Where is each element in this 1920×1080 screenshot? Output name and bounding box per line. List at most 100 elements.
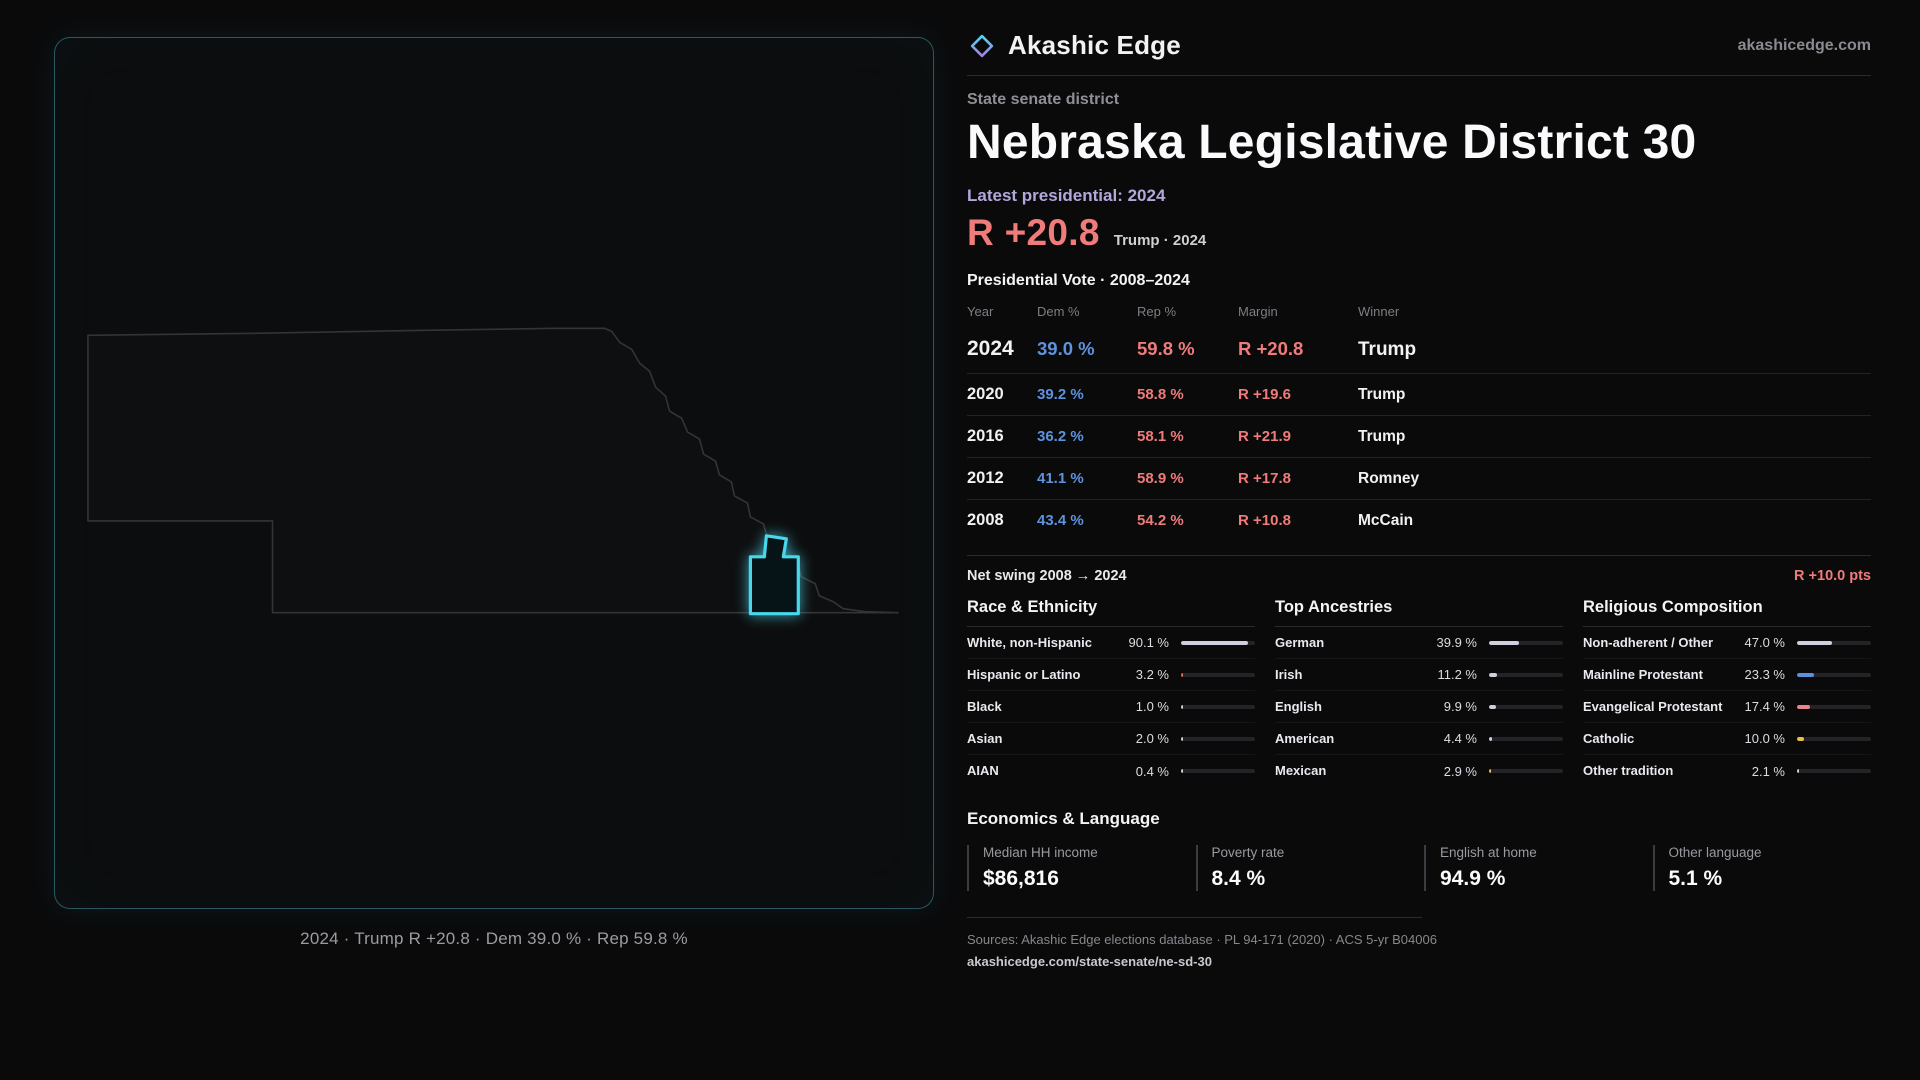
cell-winner: McCain [1358, 512, 1414, 529]
demo-row: AIAN 0.4 % [967, 755, 1255, 787]
map-column: 2024 · Trump R +20.8 · Dem 39.0 % · Rep … [49, 30, 939, 1080]
cell-winner: Trump [1358, 386, 1406, 403]
stat-bar [1797, 736, 1871, 741]
stat-value: 94.9 % [1440, 867, 1506, 890]
net-swing-label: Net swing 2008 → 2024 [967, 568, 1127, 584]
stat-bar [1181, 769, 1255, 773]
stat-value: 8.4 % [1211, 867, 1266, 890]
brand-name: Akashic Edge [1008, 30, 1181, 60]
stat-poverty-rate: Poverty rate 8.4 % [1195, 845, 1415, 891]
demo-label: German [1275, 634, 1325, 650]
cell-rep: 54.2 % [1137, 512, 1184, 529]
demo-row: Mexican 2.9 % [1275, 755, 1563, 787]
demo-row: Asian 2.0 % [967, 723, 1255, 755]
cell-year: 2016 [967, 427, 1004, 445]
demo-value: 0.4 % [1135, 763, 1169, 779]
cell-rep: 58.8 % [1137, 386, 1184, 403]
demographics-grid: Race & Ethnicity White, non-Hispanic 90.… [967, 598, 1871, 787]
demo-label: Irish [1275, 666, 1303, 682]
content-panel: Akashic Edge akashicedge.com State senat… [967, 30, 1871, 1080]
cell-dem: 39.0 % [1037, 338, 1095, 359]
economics-title: Economics & Language [967, 809, 1160, 828]
col-dem: Dem % [1037, 304, 1080, 319]
cell-margin: R +21.9 [1238, 428, 1291, 445]
map-caption: 2024 · Trump R +20.8 · Dem 39.0 % · Rep … [300, 929, 688, 948]
race-ethnicity-column: Race & Ethnicity White, non-Hispanic 90.… [967, 598, 1255, 787]
cell-year: 2024 [967, 337, 1014, 360]
stat-bar [1489, 736, 1563, 741]
net-swing-value: R +10.0 pts [1794, 568, 1871, 584]
demo-value: 10.0 % [1744, 731, 1785, 746]
col-rep: Rep % [1137, 304, 1177, 319]
stat-bar [1181, 704, 1255, 709]
header-divider [967, 75, 1871, 76]
demo-row: Other tradition 2.1 % [1583, 755, 1871, 787]
demo-row: English 9.9 % [1275, 691, 1563, 723]
demo-value: 2.1 % [1751, 763, 1785, 779]
demo-label: Catholic [1583, 730, 1635, 746]
stat-label: English at home [1440, 845, 1537, 860]
stat-bar [1489, 769, 1563, 773]
demo-value: 23.3 % [1744, 667, 1785, 682]
diamond-logo-icon [970, 34, 994, 57]
cell-dem: 41.1 % [1037, 470, 1084, 487]
religion-title: Religious Composition [1583, 598, 1871, 627]
nebraska-outline [87, 327, 899, 614]
ancestries-title: Top Ancestries [1275, 598, 1563, 627]
cell-year: 2012 [967, 469, 1004, 487]
stat-bar [1181, 640, 1255, 645]
stat-bar [1181, 736, 1255, 741]
cell-rep: 59.8 % [1137, 338, 1195, 359]
table-row: 2020 39.2 % 58.8 % R +19.6 Trump [967, 374, 1871, 416]
demo-row: Catholic 10.0 % [1583, 723, 1871, 755]
cell-year: 2020 [967, 385, 1004, 403]
demo-label: Mexican [1275, 763, 1327, 779]
demo-label: Hispanic or Latino [967, 666, 1081, 682]
cell-dem: 43.4 % [1037, 512, 1084, 529]
demo-row: Black 1.0 % [967, 691, 1255, 723]
demo-row: Non-adherent / Other 47.0 % [1583, 627, 1871, 659]
demo-value: 17.4 % [1744, 699, 1785, 714]
demo-value: 4.4 % [1443, 731, 1477, 746]
religion-column: Religious Composition Non-adherent / Oth… [1583, 598, 1871, 787]
stat-label: Other language [1668, 845, 1762, 860]
headline-margin-row: R +20.8 Trump · 2024 [967, 212, 1871, 254]
stat-bar [1797, 640, 1871, 645]
demo-value: 11.2 % [1437, 667, 1477, 682]
demo-label: AIAN [967, 763, 999, 779]
table-row: 2024 39.0 % 59.8 % R +20.8 Trump [967, 327, 1871, 374]
cell-dem: 36.2 % [1037, 428, 1084, 445]
brand-domain-link[interactable]: akashicedge.com [1737, 36, 1871, 54]
headline-margin: R +20.8 [967, 212, 1100, 253]
stat-median-income: Median HH income $86,816 [967, 845, 1186, 891]
demo-row: Mainline Protestant 23.3 % [1583, 659, 1871, 691]
cell-rep: 58.1 % [1137, 428, 1184, 445]
stat-bar [1489, 672, 1563, 677]
vote-table: Year Dem % Rep % Margin Winner 2024 39.0… [967, 298, 1871, 541]
vote-table-title: Presidential Vote · 2008–2024 [967, 272, 1190, 289]
ancestries-column: Top Ancestries German 39.9 % Irish 11.2 … [1275, 598, 1563, 787]
cell-year: 2008 [967, 511, 1004, 529]
cell-rep: 58.9 % [1137, 470, 1184, 487]
demo-value: 47.0 % [1744, 635, 1785, 650]
footer-divider [967, 917, 1422, 918]
table-bottom-divider [967, 555, 1871, 556]
demo-row: Evangelical Protestant 17.4 % [1583, 691, 1871, 723]
stat-bar [1797, 672, 1871, 677]
latest-presidential-label: Latest presidential: 2024 [967, 186, 1166, 205]
stat-english-at-home: English at home 94.9 % [1424, 845, 1643, 891]
cell-dem: 39.2 % [1037, 386, 1084, 403]
demo-row: German 39.9 % [1275, 627, 1563, 659]
economics-grid: Median HH income $86,816 Poverty rate 8.… [967, 845, 1871, 891]
col-winner: Winner [1358, 304, 1400, 319]
col-margin: Margin [1238, 304, 1278, 319]
permalink[interactable]: akashicedge.com/state-senate/ne-sd-30 [967, 954, 1212, 969]
demo-label: Asian [967, 730, 1003, 746]
demo-value: 9.9 % [1443, 699, 1477, 714]
demo-label: Other tradition [1583, 763, 1674, 779]
table-row: 2016 36.2 % 58.1 % R +21.9 Trump [967, 416, 1871, 458]
demo-label: American [1275, 730, 1335, 746]
cell-margin: R +19.6 [1238, 386, 1291, 403]
district-30-shape[interactable] [748, 534, 800, 616]
